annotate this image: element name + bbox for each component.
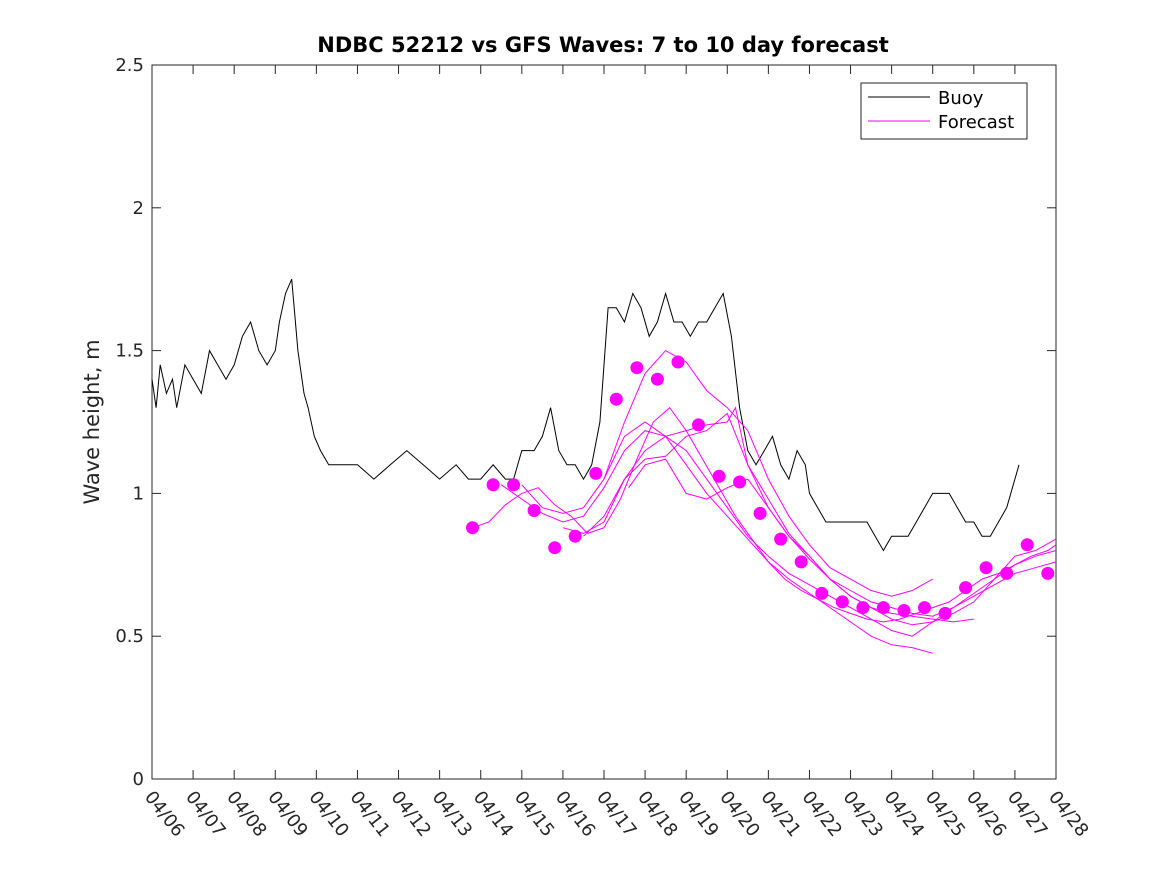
plot-area — [151, 64, 1057, 780]
forecast-marker — [589, 466, 603, 480]
x-tick-label: 04/19 — [674, 787, 722, 841]
forecast-marker — [650, 372, 664, 386]
legend-label-buoy: Buoy — [938, 88, 984, 109]
forecast-line — [628, 458, 974, 623]
x-tick-label: 04/22 — [798, 787, 846, 841]
forecast-marker — [815, 586, 829, 600]
x-tick-label: 04/08 — [222, 787, 270, 841]
axes-box — [151, 64, 1057, 780]
forecast-marker — [1041, 566, 1055, 580]
forecast-marker — [794, 555, 808, 569]
x-tick-label: 04/28 — [1044, 787, 1092, 841]
x-tick-label: 04/13 — [428, 787, 476, 841]
forecast-marker — [712, 469, 726, 483]
forecast-marker — [979, 561, 993, 575]
y-tick-label: 2.5 — [115, 55, 144, 76]
x-tick-label: 04/11 — [346, 787, 394, 841]
forecast-marker — [692, 418, 705, 432]
forecast-marker — [630, 361, 644, 375]
x-tick-label: 04/06 — [140, 787, 188, 841]
forecast-marker — [774, 532, 788, 546]
forecast-marker — [609, 392, 623, 406]
x-tick-label: 04/20 — [715, 787, 763, 841]
y-tick-label: 0.5 — [115, 626, 144, 647]
x-tick-label: 04/24 — [880, 787, 928, 841]
x-tick-label: 04/14 — [469, 787, 517, 841]
x-tick-label: 04/25 — [921, 787, 969, 841]
forecast-marker — [671, 355, 685, 369]
forecast-marker — [959, 581, 973, 595]
x-tick-label: 04/18 — [633, 787, 681, 841]
forecast-marker — [568, 529, 582, 543]
forecast-markers — [466, 355, 1055, 620]
y-tick-label: 0 — [133, 769, 144, 790]
chart-title: NDBC 52212 vs GFS Waves: 7 to 10 day for… — [317, 33, 888, 57]
x-tick-label: 04/23 — [839, 787, 887, 841]
forecast-marker — [918, 601, 931, 615]
legend: Buoy Forecast — [860, 82, 1028, 140]
legend-label-forecast: Forecast — [938, 112, 1014, 133]
forecast-marker — [486, 478, 500, 492]
forecast-marker — [938, 606, 952, 620]
forecast-marker — [753, 506, 767, 520]
forecast-line — [603, 349, 933, 597]
forecast-line — [501, 430, 1057, 637]
x-tick-label: 04/07 — [181, 787, 229, 841]
y-axis-label: Wave height, m — [80, 339, 104, 504]
forecast-line — [521, 421, 933, 654]
forecast-line — [562, 406, 1057, 617]
forecast-marker — [1000, 566, 1014, 580]
buoy-series — [151, 279, 1020, 552]
x-tick-label: 04/10 — [304, 787, 352, 841]
forecast-marker — [835, 595, 849, 609]
y-axis: 0 0.5 1 1.5 2 2.5 — [115, 55, 1056, 790]
buoy-line — [151, 279, 1020, 552]
x-tick-label: 04/12 — [387, 787, 435, 841]
x-tick-label: 04/27 — [1003, 787, 1051, 841]
forecast-marker — [548, 541, 562, 555]
x-tick-label: 04/15 — [510, 787, 558, 841]
x-tick-label: 04/16 — [551, 787, 599, 841]
y-tick-label: 1.5 — [115, 341, 144, 362]
forecast-marker — [507, 478, 521, 492]
forecast-marker — [527, 504, 541, 517]
x-tick-label: 04/26 — [962, 787, 1010, 841]
x-tick-label: 04/21 — [756, 787, 804, 841]
y-tick-label: 2 — [133, 198, 144, 219]
forecast-series — [472, 349, 1057, 654]
forecast-marker — [466, 521, 479, 535]
forecast-marker — [856, 601, 870, 615]
forecast-marker — [876, 601, 890, 615]
forecast-marker — [733, 475, 747, 489]
x-tick-label: 04/17 — [592, 787, 640, 841]
forecast-marker — [1020, 538, 1034, 552]
forecast-marker — [897, 604, 911, 617]
legend-box — [860, 82, 1028, 140]
y-tick-label: 1 — [133, 483, 144, 504]
x-tick-label: 04/09 — [263, 787, 311, 841]
